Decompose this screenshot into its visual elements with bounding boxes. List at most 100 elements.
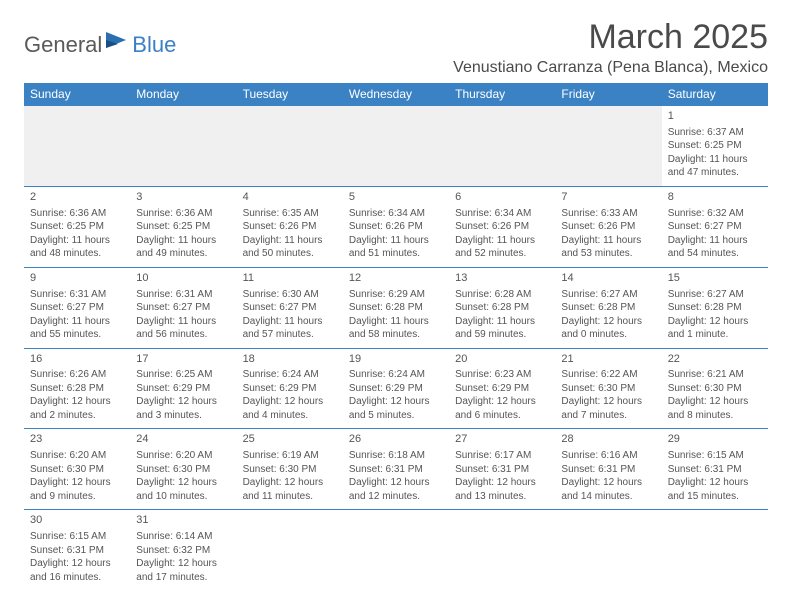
day-number: 13 [455,271,549,286]
cell-sunset: Sunset: 6:27 PM [243,301,337,315]
cell-sunset: Sunset: 6:25 PM [30,220,124,234]
cell-sunset: Sunset: 6:27 PM [30,301,124,315]
day-number: 8 [668,190,762,205]
day-number: 21 [561,352,655,367]
calendar-cell [449,510,555,590]
cell-daylight1: Daylight: 12 hours [349,395,443,409]
cell-sunset: Sunset: 6:25 PM [668,139,762,153]
cell-daylight2: and 5 minutes. [349,409,443,423]
day-header: Tuesday [237,83,343,106]
cell-daylight1: Daylight: 12 hours [455,395,549,409]
logo: General Blue [24,18,176,58]
calendar-cell: 26Sunrise: 6:18 AMSunset: 6:31 PMDayligh… [343,429,449,510]
cell-daylight2: and 6 minutes. [455,409,549,423]
cell-daylight1: Daylight: 12 hours [136,557,230,571]
day-number: 16 [30,352,124,367]
cell-sunset: Sunset: 6:28 PM [455,301,549,315]
day-header: Sunday [24,83,130,106]
cell-sunset: Sunset: 6:26 PM [349,220,443,234]
cell-daylight2: and 54 minutes. [668,247,762,261]
calendar-cell [130,106,236,187]
cell-daylight1: Daylight: 11 hours [136,315,230,329]
calendar-cell: 24Sunrise: 6:20 AMSunset: 6:30 PMDayligh… [130,429,236,510]
day-number: 9 [30,271,124,286]
cell-sunrise: Sunrise: 6:34 AM [349,207,443,221]
cell-sunrise: Sunrise: 6:37 AM [668,126,762,140]
cell-daylight2: and 14 minutes. [561,490,655,504]
cell-daylight1: Daylight: 12 hours [349,476,443,490]
cell-sunrise: Sunrise: 6:19 AM [243,449,337,463]
calendar-cell [24,106,130,187]
cell-sunset: Sunset: 6:31 PM [668,463,762,477]
cell-daylight1: Daylight: 11 hours [561,234,655,248]
cell-daylight1: Daylight: 12 hours [561,395,655,409]
cell-daylight1: Daylight: 12 hours [561,315,655,329]
calendar-cell: 30Sunrise: 6:15 AMSunset: 6:31 PMDayligh… [24,510,130,590]
cell-daylight1: Daylight: 11 hours [243,315,337,329]
day-number: 24 [136,432,230,447]
calendar-cell: 5Sunrise: 6:34 AMSunset: 6:26 PMDaylight… [343,186,449,267]
cell-daylight1: Daylight: 11 hours [30,315,124,329]
cell-sunset: Sunset: 6:31 PM [349,463,443,477]
day-number: 27 [455,432,549,447]
cell-daylight2: and 11 minutes. [243,490,337,504]
cell-sunrise: Sunrise: 6:20 AM [30,449,124,463]
cell-daylight2: and 58 minutes. [349,328,443,342]
calendar-cell [555,510,661,590]
calendar-week: 9Sunrise: 6:31 AMSunset: 6:27 PMDaylight… [24,267,768,348]
cell-sunrise: Sunrise: 6:26 AM [30,368,124,382]
calendar-cell: 9Sunrise: 6:31 AMSunset: 6:27 PMDaylight… [24,267,130,348]
calendar-cell: 21Sunrise: 6:22 AMSunset: 6:30 PMDayligh… [555,348,661,429]
cell-sunrise: Sunrise: 6:15 AM [30,530,124,544]
cell-sunrise: Sunrise: 6:28 AM [455,288,549,302]
calendar-cell: 2Sunrise: 6:36 AMSunset: 6:25 PMDaylight… [24,186,130,267]
cell-sunrise: Sunrise: 6:36 AM [136,207,230,221]
day-number: 5 [349,190,443,205]
cell-sunrise: Sunrise: 6:24 AM [349,368,443,382]
cell-sunrise: Sunrise: 6:21 AM [668,368,762,382]
calendar-week: 16Sunrise: 6:26 AMSunset: 6:28 PMDayligh… [24,348,768,429]
logo-text-1: General [24,32,102,58]
cell-daylight2: and 1 minute. [668,328,762,342]
cell-sunset: Sunset: 6:30 PM [243,463,337,477]
calendar-cell: 7Sunrise: 6:33 AMSunset: 6:26 PMDaylight… [555,186,661,267]
header: General Blue March 2025 Venustiano Carra… [24,18,768,77]
day-number: 19 [349,352,443,367]
location-subtitle: Venustiano Carranza (Pena Blanca), Mexic… [453,59,768,77]
cell-sunrise: Sunrise: 6:16 AM [561,449,655,463]
cell-sunrise: Sunrise: 6:17 AM [455,449,549,463]
cell-daylight1: Daylight: 12 hours [136,476,230,490]
day-number: 22 [668,352,762,367]
cell-sunset: Sunset: 6:31 PM [455,463,549,477]
day-header-row: SundayMondayTuesdayWednesdayThursdayFrid… [24,83,768,106]
day-number: 29 [668,432,762,447]
cell-daylight2: and 10 minutes. [136,490,230,504]
calendar-cell: 23Sunrise: 6:20 AMSunset: 6:30 PMDayligh… [24,429,130,510]
cell-sunrise: Sunrise: 6:34 AM [455,207,549,221]
calendar-cell: 14Sunrise: 6:27 AMSunset: 6:28 PMDayligh… [555,267,661,348]
calendar-cell [343,106,449,187]
cell-daylight2: and 56 minutes. [136,328,230,342]
calendar-cell: 15Sunrise: 6:27 AMSunset: 6:28 PMDayligh… [662,267,768,348]
day-number: 6 [455,190,549,205]
calendar-cell: 20Sunrise: 6:23 AMSunset: 6:29 PMDayligh… [449,348,555,429]
calendar-cell: 29Sunrise: 6:15 AMSunset: 6:31 PMDayligh… [662,429,768,510]
calendar-cell: 22Sunrise: 6:21 AMSunset: 6:30 PMDayligh… [662,348,768,429]
cell-sunrise: Sunrise: 6:35 AM [243,207,337,221]
calendar-week: 23Sunrise: 6:20 AMSunset: 6:30 PMDayligh… [24,429,768,510]
cell-daylight1: Daylight: 12 hours [668,395,762,409]
cell-sunrise: Sunrise: 6:22 AM [561,368,655,382]
cell-sunrise: Sunrise: 6:23 AM [455,368,549,382]
calendar-week: 30Sunrise: 6:15 AMSunset: 6:31 PMDayligh… [24,510,768,590]
cell-daylight1: Daylight: 11 hours [136,234,230,248]
cell-daylight2: and 12 minutes. [349,490,443,504]
cell-sunrise: Sunrise: 6:29 AM [349,288,443,302]
cell-sunset: Sunset: 6:27 PM [668,220,762,234]
calendar-cell: 1Sunrise: 6:37 AMSunset: 6:25 PMDaylight… [662,106,768,187]
cell-daylight2: and 4 minutes. [243,409,337,423]
day-number: 15 [668,271,762,286]
calendar-cell: 16Sunrise: 6:26 AMSunset: 6:28 PMDayligh… [24,348,130,429]
cell-sunset: Sunset: 6:26 PM [561,220,655,234]
cell-sunrise: Sunrise: 6:33 AM [561,207,655,221]
calendar-cell [449,106,555,187]
